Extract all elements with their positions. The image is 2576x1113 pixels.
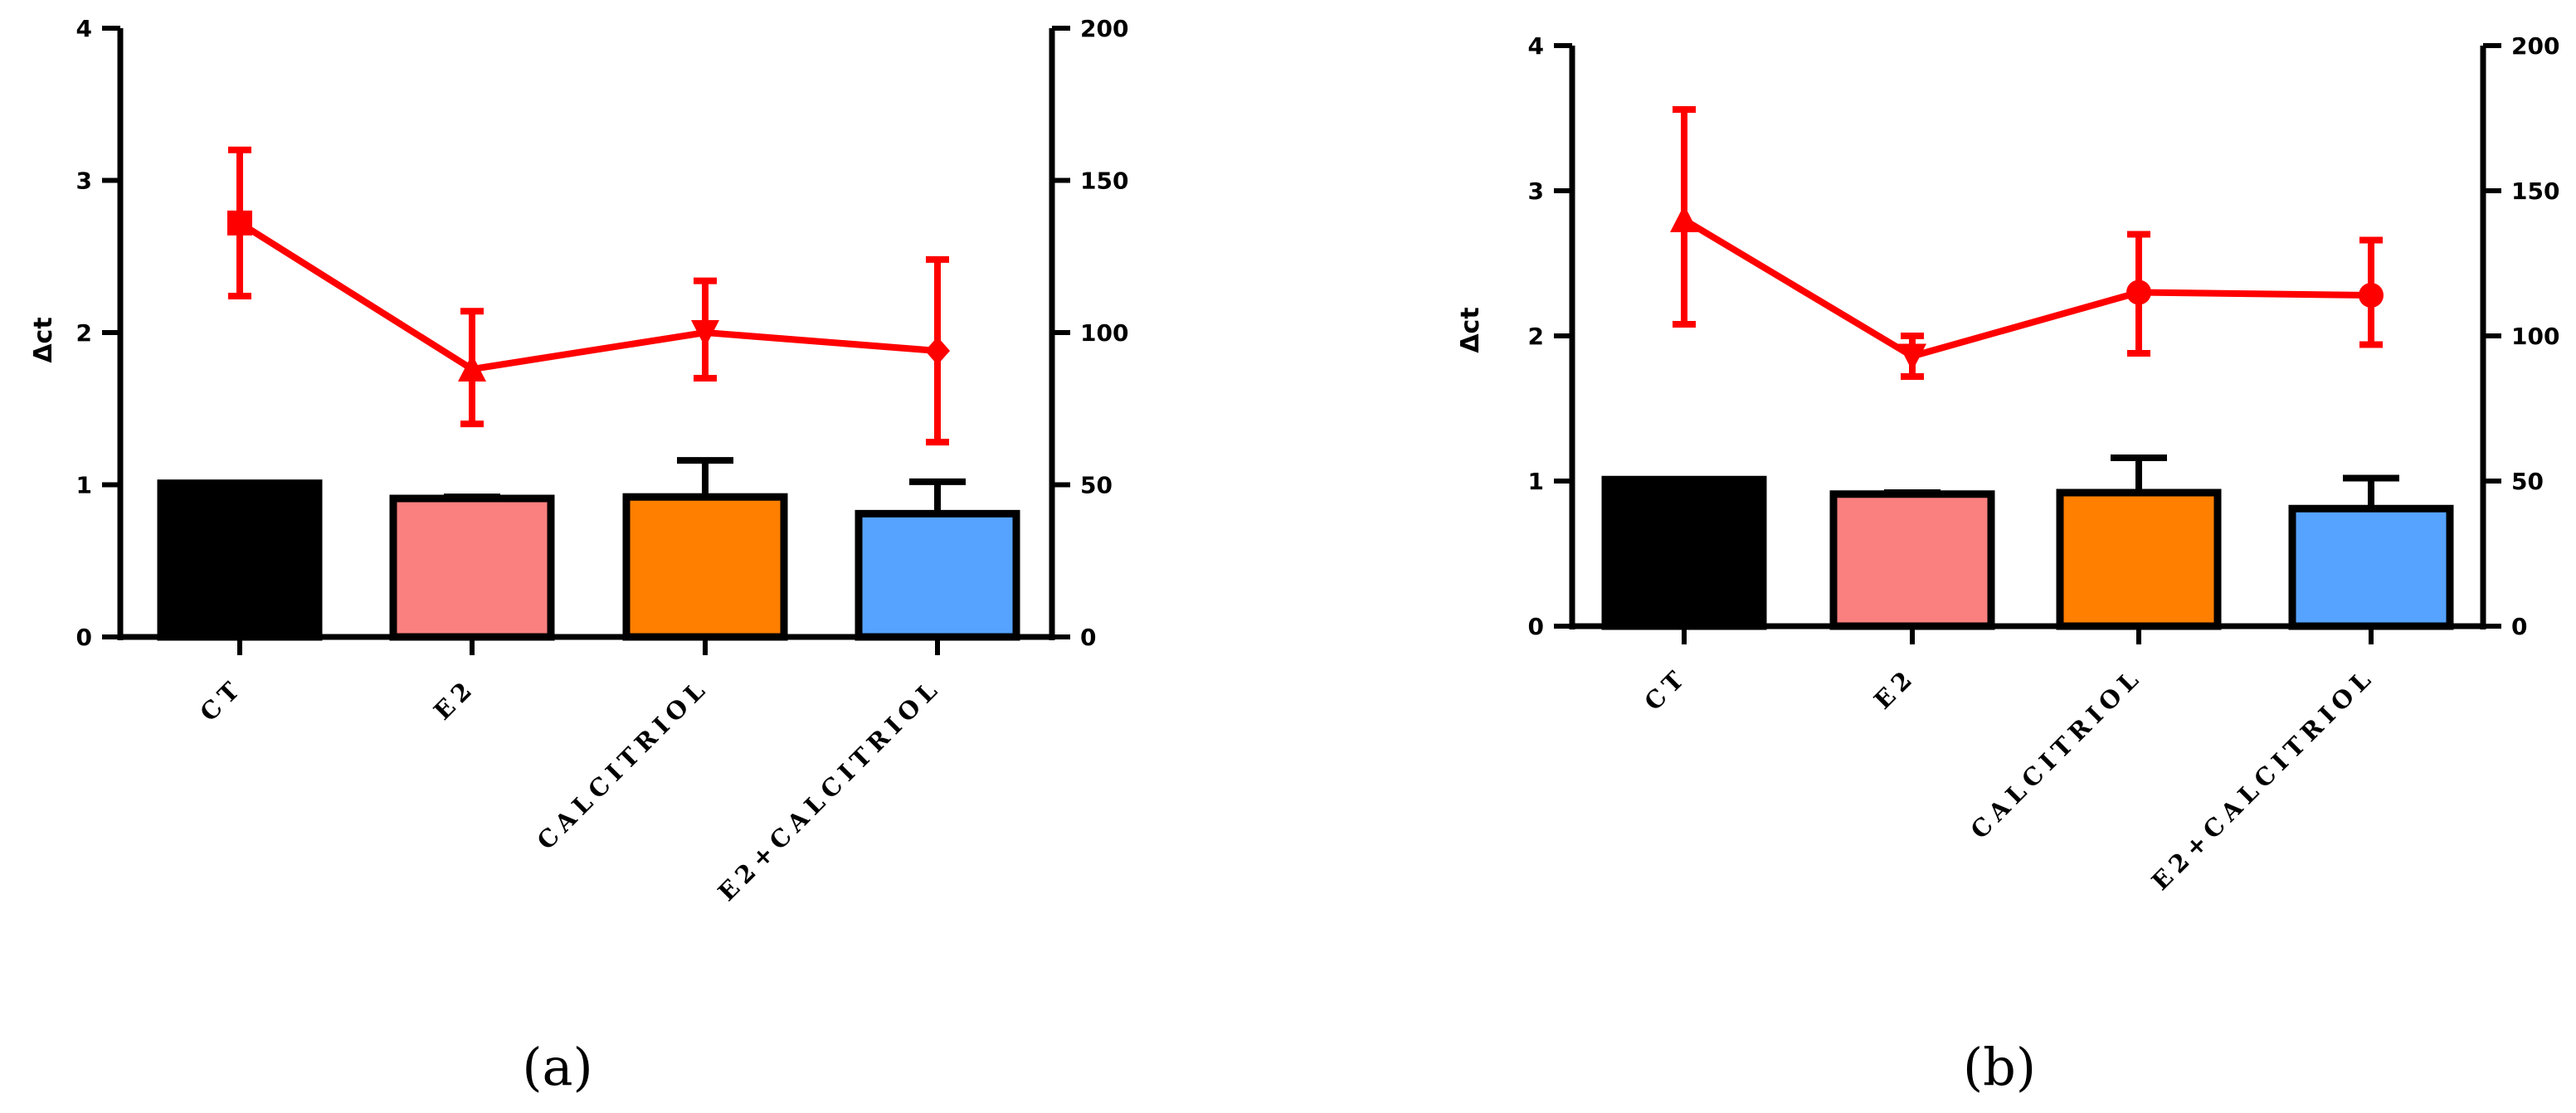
left-axis-tick-label: 2 <box>76 319 92 347</box>
bar-calcitriol <box>622 493 788 641</box>
x-axis-category-label: E2+CALCITRIOL <box>713 673 947 906</box>
right-axis-tick-label: 150 <box>1080 168 1128 195</box>
panel-label: (a) <box>522 1037 592 1097</box>
left-axis-tick-label: 4 <box>76 15 92 42</box>
line-marker <box>1670 205 1698 232</box>
line-marker <box>227 210 252 236</box>
line-marker <box>2359 283 2384 308</box>
bar-calcitriol <box>2056 488 2222 630</box>
y-axis-label: Δct <box>29 317 58 362</box>
bar-ct <box>157 479 323 641</box>
panel-label: (b) <box>1963 1037 2036 1097</box>
bar-ct <box>1601 475 1767 630</box>
bar-e2-plus-calcitriol <box>2288 504 2454 630</box>
x-axis-category-label: E2 <box>428 673 481 726</box>
right-axis-tick-label: 50 <box>1080 472 1113 499</box>
left-axis-tick-label: 1 <box>1528 468 1544 495</box>
line-series <box>237 220 938 373</box>
left-axis-tick-label: 3 <box>1528 177 1544 205</box>
left-axis-tick-label: 3 <box>76 168 92 195</box>
x-axis-category-label: CT <box>194 673 249 727</box>
line-marker <box>691 320 719 348</box>
line-marker <box>925 337 950 366</box>
right-axis-tick-label: 0 <box>1080 624 1096 651</box>
right-axis-tick-label: 50 <box>2511 468 2544 495</box>
line-marker <box>458 354 486 382</box>
x-axis-category-label: E2 <box>1868 662 1921 715</box>
right-axis-tick-label: 200 <box>1080 15 1128 42</box>
bar-e2-plus-calcitriol <box>855 509 1020 641</box>
chart-panel-a: 0 1 2 3 4 0 50 100 150 200 CT E2 CALCITRIOLE2+CALCIT… <box>29 15 1128 1097</box>
line-marker <box>1898 343 1926 372</box>
right-axis-tick-label: 100 <box>2511 323 2559 350</box>
line-series <box>1682 216 2372 360</box>
line-marker <box>2126 279 2151 305</box>
right-axis-tick-label: 100 <box>1080 319 1128 347</box>
left-axis-tick-label: 0 <box>76 624 92 651</box>
bar-e2 <box>1829 490 1995 630</box>
x-axis-category-label: CALCITRIOL <box>532 673 714 855</box>
bar-e2 <box>389 494 555 641</box>
left-axis-tick-label: 2 <box>1528 323 1544 350</box>
left-axis-tick-label: 4 <box>1528 32 1544 60</box>
x-axis-category-label: CT <box>1639 662 1693 717</box>
right-axis-tick-label: 200 <box>2511 32 2559 60</box>
right-axis-tick-label: 150 <box>2511 177 2559 205</box>
left-axis-tick-label: 0 <box>1528 613 1544 640</box>
x-axis-category-label: E2+CALCITRIOL <box>2146 662 2380 896</box>
x-axis-category-label: CALCITRIOL <box>1965 662 2148 844</box>
right-axis-tick-label: 0 <box>2511 613 2527 640</box>
y-axis-label: Δct <box>1456 307 1485 352</box>
chart-panel-b: 0 1 2 3 4 0 50 100 150 200 CT E2 CALCITRIOLE2+CALCIT… <box>1456 32 2559 1097</box>
left-axis-tick-label: 1 <box>76 472 92 499</box>
